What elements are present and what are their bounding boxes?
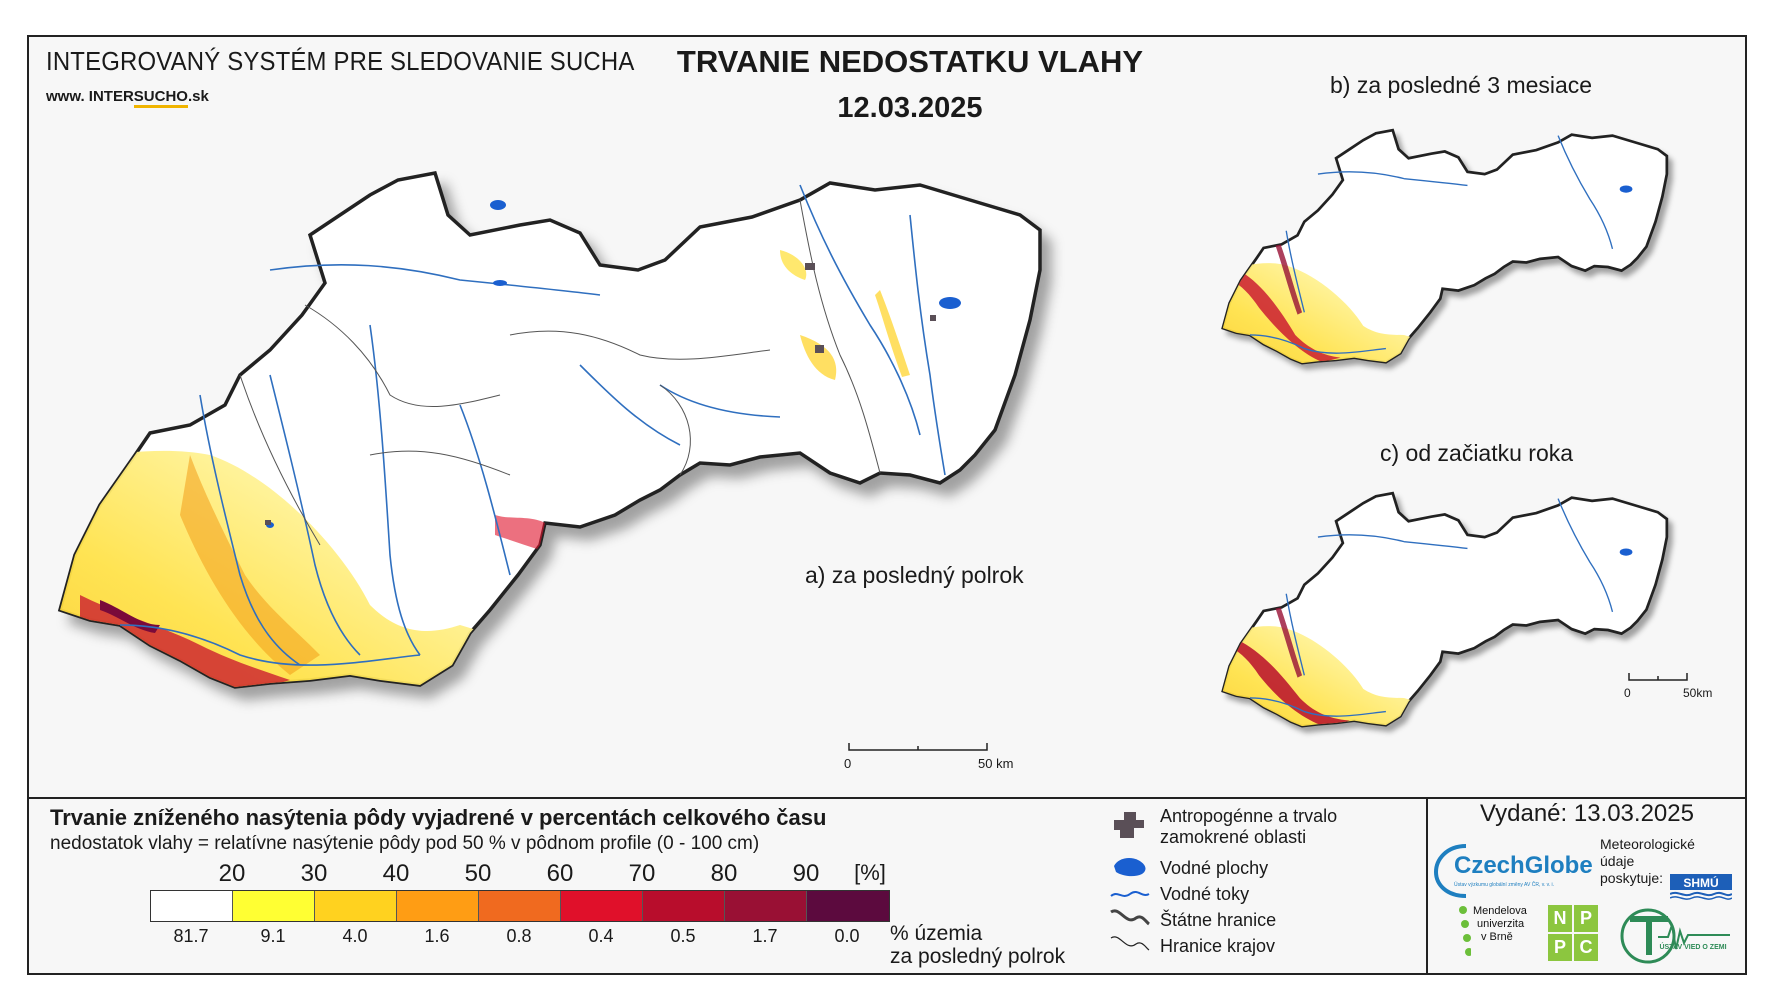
river-icon xyxy=(1110,891,1150,897)
threshold-label: 80 xyxy=(710,860,738,887)
legend-item-water-bodies: Vodné plochy xyxy=(1114,858,1269,879)
system-title: INTEGROVANÝ SYSTÉM PRE SLEDOVANIE SUCHA xyxy=(46,46,635,76)
legend-item-rivers: Vodné toky xyxy=(1110,884,1250,905)
map-c-year-to-date xyxy=(1221,491,1669,728)
meteo-line: údaje xyxy=(1600,853,1635,869)
uvz-text: ÚSTAV VIED O ZEMI xyxy=(1659,942,1726,951)
main-map-a xyxy=(58,171,1042,689)
threshold-label: 70 xyxy=(628,860,656,887)
colorbar-class-5 xyxy=(561,891,643,921)
map-title: TRVANIE NEDOSTATKU VLAHY xyxy=(676,44,1144,79)
legend-item-label: Vodné toky xyxy=(1160,884,1250,904)
colorbar-class-6 xyxy=(643,891,725,921)
percent-territory-label: % územia za posledný polrok xyxy=(890,922,1065,968)
colorbar-class-7 xyxy=(725,891,807,921)
issued-date: Vydané: 13.03.2025 xyxy=(1480,800,1694,827)
percent-territory-value: 1.6 xyxy=(424,926,450,946)
mendel-line: v Brně xyxy=(1481,931,1513,943)
czechglobe-name: CzechGlobe xyxy=(1454,852,1593,879)
percent-territory-value: 0.5 xyxy=(670,926,696,946)
legend-panel xyxy=(27,797,1747,977)
mendel-line: Mendelova xyxy=(1473,905,1527,917)
legend-item-label: Hranice krajov xyxy=(1160,936,1276,956)
czechglobe-logo: CzechGlobe Ústav výzkumu globální změny … xyxy=(1432,836,1593,906)
nppc-letter: P xyxy=(1548,934,1572,961)
legend-thresholds: 20 30 40 50 60 70 80 90 [%] xyxy=(150,860,890,888)
scale-bar-a: 0 50 km xyxy=(844,742,1013,772)
legend-item-region-borders: Hranice krajov xyxy=(1110,936,1276,957)
map-date: 12.03.2025 xyxy=(837,92,983,124)
scale-c-zero: 0 xyxy=(1624,686,1631,700)
threshold-label: 40 xyxy=(382,860,410,887)
map-b-label: b) za posledné 3 mesiace xyxy=(1330,72,1593,98)
anthropogenic-area-icon xyxy=(1114,812,1144,838)
percent-label-line1: % územia xyxy=(890,922,983,945)
colorbar-class-8 xyxy=(807,891,889,921)
percent-territory-value: 0.0 xyxy=(834,926,860,946)
threshold-label: 30 xyxy=(300,860,328,887)
legend-colorbar xyxy=(150,890,890,922)
threshold-label: 20 xyxy=(218,860,246,887)
legend-title: Trvanie zníženého nasýtenia pôdy vyjadre… xyxy=(50,805,827,830)
legend-item-anthropogenic: Antropogénne a trvalo zamokrené oblasti xyxy=(1114,806,1338,848)
legend-percent-row: 81.7 9.1 4.0 1.6 0.8 0.4 0.5 1.7 0.0 xyxy=(150,926,890,948)
scale-a-zero: 0 xyxy=(844,756,852,771)
meteo-line: poskytuje: xyxy=(1600,870,1664,886)
nppc-letter: N xyxy=(1548,905,1572,932)
percent-territory-value: 9.1 xyxy=(260,926,286,946)
shmu-text: SHMÚ xyxy=(1683,875,1718,890)
legend-subtitle: nedostatok vlahy = relatívne nasýtenie p… xyxy=(50,833,760,854)
nppc-letter: C xyxy=(1574,934,1598,961)
scale-bar-c: 0 50km xyxy=(1624,672,1712,702)
colorbar-class-3 xyxy=(397,891,479,921)
map-a-label: a) za posledný polrok xyxy=(805,562,1024,588)
percent-territory-value: 1.7 xyxy=(752,926,778,946)
legend-item-state-borders: Štátne hranice xyxy=(1110,909,1277,931)
legend-divider xyxy=(1426,797,1428,975)
legend-item-label: Antropogénne a trvalo xyxy=(1160,806,1338,826)
scale-c-end: 50km xyxy=(1683,686,1713,700)
colorbar-class-0 xyxy=(151,891,233,921)
shmu-logo: SHMÚ xyxy=(1670,874,1732,900)
water-body-icon xyxy=(1114,858,1146,877)
website-link[interactable]: www. INTERSUCHO.sk xyxy=(46,88,209,108)
map-c-label: c) od začiatku roka xyxy=(1380,440,1574,466)
percent-territory-value: 4.0 xyxy=(342,926,368,946)
legend-item-label: Vodné plochy xyxy=(1160,858,1269,878)
legend-item-label: zamokrené oblasti xyxy=(1160,827,1307,847)
map-b-three-months xyxy=(1221,128,1669,365)
nppc-logo: N P P C xyxy=(1548,905,1598,961)
percent-territory-value: 0.8 xyxy=(506,926,532,946)
threshold-label: 50 xyxy=(464,860,492,887)
meteo-line: Meteorologické xyxy=(1600,836,1695,852)
threshold-label: 60 xyxy=(546,860,574,887)
colorbar-class-4 xyxy=(479,891,561,921)
mendel-line: univerzita xyxy=(1477,918,1525,930)
state-border-icon xyxy=(1110,909,1150,926)
earth-science-institute-logo: ÚSTAV VIED O ZEMI xyxy=(1620,908,1730,964)
colorbar-class-2 xyxy=(315,891,397,921)
colorbar-class-1 xyxy=(233,891,315,921)
percent-label-line2: za posledný polrok xyxy=(890,945,1066,968)
threshold-unit: [%] xyxy=(854,860,886,885)
nppc-letter: P xyxy=(1574,905,1598,932)
legend-item-label: Štátne hranice xyxy=(1160,910,1277,930)
czechglobe-subtitle: Ústav výzkumu globální změny AV ČR, v. v… xyxy=(1454,882,1555,888)
scale-a-end: 50 km xyxy=(978,756,1014,771)
percent-territory-value: 0.4 xyxy=(588,926,614,946)
meteo-provider-note: Meteorologické údaje poskytuje: xyxy=(1600,836,1695,887)
region-border-icon xyxy=(1110,936,1150,951)
threshold-label: 90 xyxy=(792,860,820,887)
percent-territory-value: 81.7 xyxy=(173,926,209,946)
